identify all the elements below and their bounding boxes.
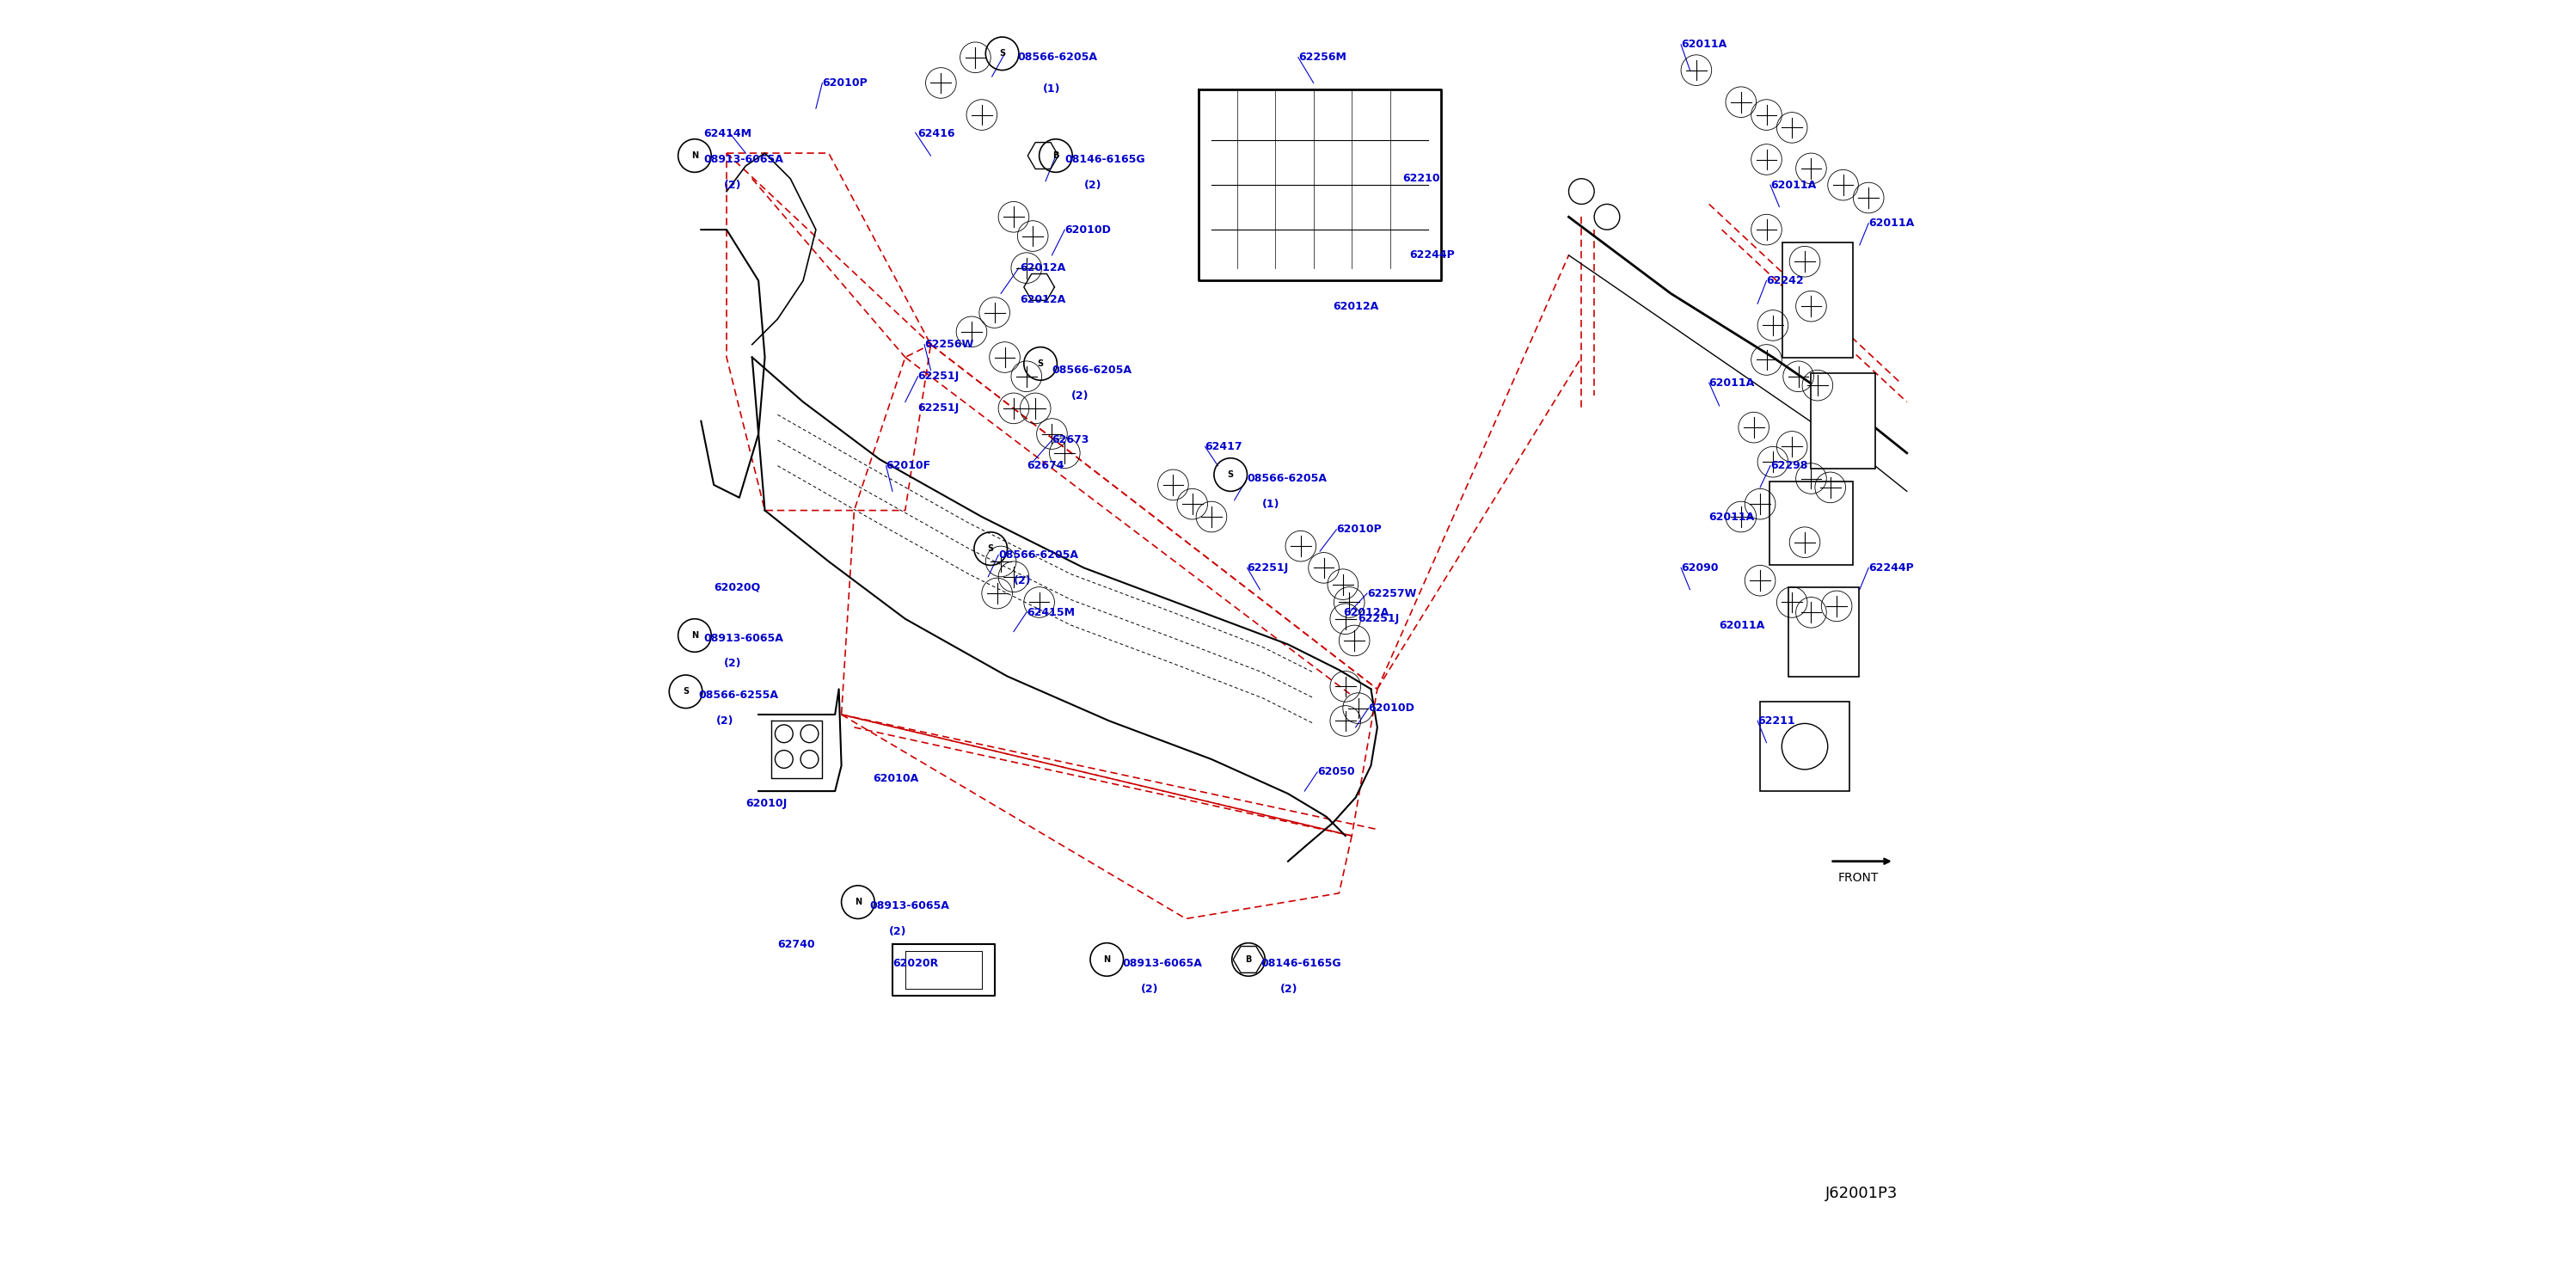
- Text: 62012A: 62012A: [1342, 607, 1388, 618]
- Text: 08566-6255A: 08566-6255A: [698, 690, 778, 701]
- Text: 62244P: 62244P: [1868, 563, 1914, 573]
- Text: 62414M: 62414M: [703, 129, 752, 139]
- Text: 08566-6205A: 08566-6205A: [999, 550, 1079, 560]
- Text: 62011A: 62011A: [1770, 180, 1816, 190]
- Text: 62010P: 62010P: [1337, 524, 1381, 535]
- Text: 62244P: 62244P: [1409, 250, 1455, 260]
- Text: (2): (2): [1015, 575, 1030, 586]
- Text: 62256W: 62256W: [925, 339, 974, 350]
- Text: FRONT: FRONT: [1839, 872, 1878, 884]
- Text: B: B: [1244, 956, 1252, 963]
- Text: 62011A: 62011A: [1682, 40, 1726, 50]
- Text: 62251J: 62251J: [917, 403, 958, 413]
- Text: 62011A: 62011A: [1868, 218, 1914, 228]
- Text: 62673: 62673: [1051, 435, 1090, 445]
- Text: (2): (2): [1280, 984, 1298, 994]
- Text: 62251J: 62251J: [1358, 614, 1399, 624]
- Bar: [1759, 702, 1850, 791]
- Text: 62415M: 62415M: [1025, 607, 1074, 618]
- Text: 08913-6065A: 08913-6065A: [703, 154, 783, 165]
- Text: 62012A: 62012A: [1332, 301, 1378, 311]
- Bar: [1788, 587, 1860, 676]
- Text: N: N: [690, 152, 698, 160]
- Text: 62010D: 62010D: [1064, 225, 1110, 235]
- Text: (2): (2): [1072, 390, 1090, 401]
- Text: 62020Q: 62020Q: [714, 582, 760, 592]
- Text: B: B: [1054, 152, 1059, 160]
- Text: 08146-6165G: 08146-6165G: [1262, 958, 1342, 968]
- Text: (2): (2): [1084, 180, 1103, 190]
- Text: 62050: 62050: [1316, 767, 1355, 777]
- Text: (2): (2): [889, 926, 907, 937]
- Text: S: S: [999, 50, 1005, 57]
- Bar: [1811, 374, 1875, 468]
- Text: 62740: 62740: [778, 939, 814, 949]
- Text: 62010D: 62010D: [1368, 703, 1414, 713]
- Text: 62257W: 62257W: [1368, 588, 1417, 598]
- Text: 62010P: 62010P: [822, 78, 868, 88]
- Text: 62011A: 62011A: [1708, 512, 1754, 522]
- Text: (2): (2): [716, 716, 734, 726]
- Text: 62010F: 62010F: [886, 461, 930, 471]
- Text: 62012A: 62012A: [1020, 263, 1066, 273]
- Text: 62298: 62298: [1770, 461, 1808, 471]
- Text: N: N: [1103, 956, 1110, 963]
- Text: 62256M: 62256M: [1298, 52, 1347, 63]
- Text: 62010A: 62010A: [873, 773, 920, 783]
- Text: 62090: 62090: [1682, 563, 1718, 573]
- Bar: [1770, 482, 1852, 565]
- Text: (2): (2): [724, 180, 742, 190]
- Text: 62012A: 62012A: [1020, 295, 1066, 305]
- Text: S: S: [1229, 471, 1234, 478]
- Text: 08566-6205A: 08566-6205A: [1018, 52, 1097, 63]
- Text: S: S: [987, 545, 994, 553]
- Text: 62251J: 62251J: [1247, 563, 1288, 573]
- Text: (1): (1): [1043, 84, 1061, 94]
- Text: 62020R: 62020R: [891, 958, 938, 968]
- Text: S: S: [1038, 360, 1043, 367]
- Text: 08566-6205A: 08566-6205A: [1247, 473, 1327, 484]
- Text: 08913-6065A: 08913-6065A: [1123, 958, 1203, 968]
- Text: 62211: 62211: [1757, 716, 1795, 726]
- Bar: [1783, 242, 1852, 357]
- Text: (2): (2): [1141, 984, 1159, 994]
- Text: J62001P3: J62001P3: [1826, 1185, 1899, 1201]
- Text: S: S: [683, 688, 688, 695]
- Text: 62417: 62417: [1206, 441, 1242, 452]
- Text: 62011A: 62011A: [1708, 378, 1754, 388]
- Text: (1): (1): [1262, 499, 1280, 509]
- Text: 08146-6165G: 08146-6165G: [1064, 154, 1146, 165]
- Text: 62674: 62674: [1025, 461, 1064, 471]
- Text: 08566-6205A: 08566-6205A: [1051, 365, 1131, 375]
- Text: 62416: 62416: [917, 129, 956, 139]
- Text: 62010J: 62010J: [744, 799, 788, 809]
- Text: 08913-6065A: 08913-6065A: [871, 901, 951, 911]
- Text: 62242: 62242: [1767, 276, 1803, 286]
- Text: 62251J: 62251J: [917, 371, 958, 382]
- Text: 62210: 62210: [1404, 174, 1440, 184]
- Text: 08913-6065A: 08913-6065A: [703, 633, 783, 643]
- Text: N: N: [690, 632, 698, 639]
- Text: 62011A: 62011A: [1718, 620, 1765, 630]
- Text: (2): (2): [724, 658, 742, 669]
- Text: N: N: [855, 898, 860, 906]
